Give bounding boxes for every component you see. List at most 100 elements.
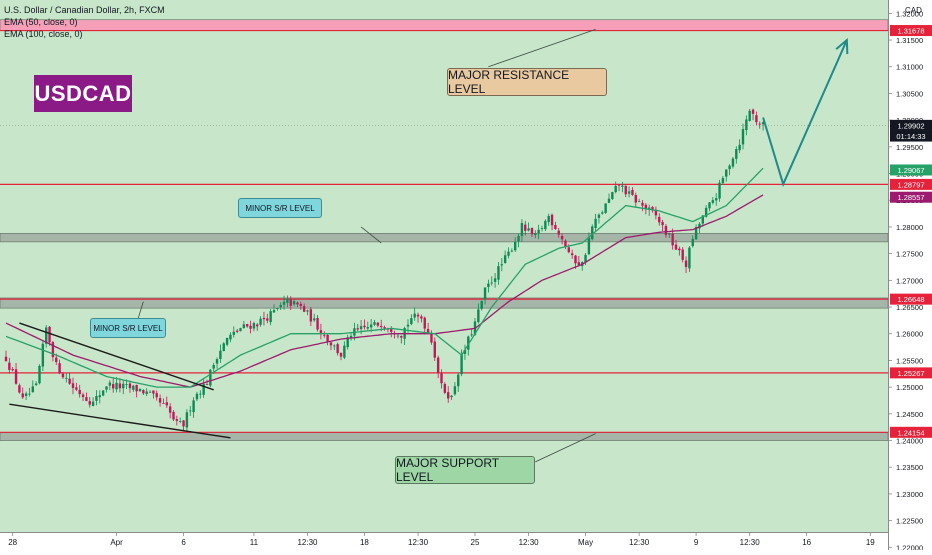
price-tick-label: 1.26000 [896, 330, 923, 339]
candle-body [443, 383, 447, 393]
candle-body [85, 397, 88, 401]
time-tick-label: 28 [8, 538, 17, 547]
candle-body [168, 406, 172, 413]
candle-body [249, 325, 252, 329]
candle-body [78, 389, 81, 395]
candle-body [359, 326, 363, 330]
price-label: 1.29902 [897, 121, 924, 130]
candle-body [132, 385, 135, 390]
ema100-legend[interactable]: EMA (100, close, 0) [4, 29, 83, 39]
candle-body [574, 255, 577, 264]
price-tick-label: 1.28000 [896, 223, 923, 232]
price-tick-label: 1.22000 [896, 543, 923, 550]
candle-body [540, 228, 544, 229]
candle-body [376, 322, 380, 326]
major-support-callout[interactable]: MAJOR SUPPORT LEVEL [395, 456, 535, 484]
candle-body [755, 115, 758, 123]
candle-body [413, 313, 416, 318]
candle-body [189, 410, 192, 412]
ema50-line [5, 167, 764, 388]
candle-body [4, 356, 8, 362]
candle-body [617, 184, 621, 186]
minor-sr-callout-upper[interactable]: MINOR S/R LEVEL [238, 198, 322, 218]
price-tick-label: 1.24000 [896, 437, 923, 446]
time-tick-label: May [578, 538, 593, 547]
candle-body [557, 230, 560, 235]
candle-body [503, 255, 507, 263]
candle-body [225, 337, 229, 345]
candle-body [661, 222, 664, 226]
candle-body [701, 215, 704, 224]
candle-body [423, 317, 426, 329]
candle-body [336, 344, 339, 354]
candle-body [396, 335, 400, 337]
price-label: 1.28797 [897, 180, 924, 189]
candle-body [460, 354, 463, 375]
minor-sr-callout-lower[interactable]: MINOR S/R LEVEL [90, 318, 166, 338]
candle-body [333, 345, 336, 347]
candle-body [691, 238, 694, 247]
price-tick-label: 1.25000 [896, 383, 923, 392]
minor-sr-zone-upper [0, 233, 889, 243]
candle-body [182, 420, 185, 427]
time-tick-label: 16 [802, 538, 811, 547]
candle-body [115, 382, 118, 390]
price-tick-label: 1.27000 [896, 276, 923, 285]
candle-body [8, 362, 11, 370]
candle-body [65, 377, 68, 379]
candle-body [510, 250, 514, 252]
price-tick-label: 1.30500 [896, 89, 923, 98]
support-pointer [535, 433, 596, 463]
candle-body [631, 189, 634, 195]
time-tick-label: 9 [694, 538, 699, 547]
candle-body [199, 393, 202, 395]
candle-body [738, 144, 741, 151]
candle-body [507, 251, 510, 256]
candle-body [725, 169, 728, 177]
candle-body [356, 328, 359, 330]
candle-body [711, 200, 715, 203]
candle-body [259, 318, 262, 325]
candle-body [34, 383, 38, 386]
candle-body [480, 300, 483, 309]
candle-body [366, 327, 369, 329]
candle-body [75, 387, 78, 390]
candle-body [118, 383, 122, 389]
price-tick-label: 1.27500 [896, 250, 923, 259]
candle-body [286, 298, 289, 303]
candle-body [597, 214, 601, 218]
candle-body [205, 384, 209, 385]
major-resistance-callout[interactable]: MAJOR RESISTANCE LEVEL [447, 68, 607, 96]
candle-body [601, 212, 604, 214]
price-label-box [890, 426, 932, 438]
candle-body [758, 123, 761, 125]
symbol-title[interactable]: U.S. Dollar / Canadian Dollar, 2h, FXCM [4, 5, 165, 15]
candle-body [470, 334, 473, 336]
candle-body [192, 400, 195, 413]
price-label-box [890, 178, 932, 190]
candle-body [611, 192, 614, 199]
plot-area[interactable] [0, 0, 888, 532]
time-tick-label: 12:30 [297, 538, 318, 547]
wedge-trendline-1 [9, 403, 231, 439]
candle-body [453, 386, 457, 395]
candle-body [641, 202, 644, 206]
candle-body [591, 226, 594, 240]
candle-body [165, 402, 168, 406]
candle-body [195, 393, 199, 400]
minor-upper-pointer [360, 226, 382, 244]
candle-body [148, 391, 152, 393]
candle-body [440, 373, 443, 384]
ema50-legend[interactable]: EMA (50, close, 0) [4, 17, 78, 27]
candle-body [487, 283, 490, 288]
candle-body [369, 324, 373, 328]
candle-body [627, 191, 631, 194]
price-label-box [890, 25, 932, 37]
candle-body [81, 394, 85, 397]
candle-body [678, 248, 681, 251]
candle-body [380, 325, 383, 328]
candle-body [517, 236, 520, 242]
candle-body [142, 389, 145, 394]
candle-body [232, 331, 235, 335]
price-tick-label: 1.31000 [896, 63, 923, 72]
